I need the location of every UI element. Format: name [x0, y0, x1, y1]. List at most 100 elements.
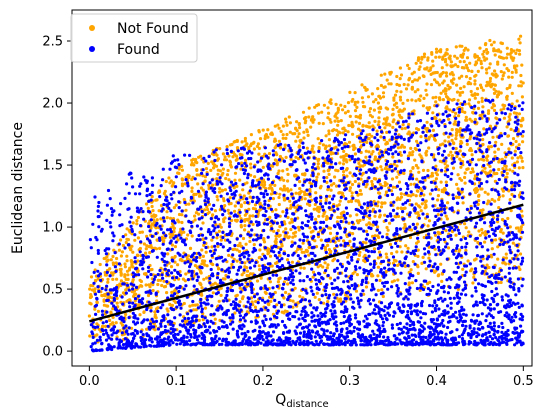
point-not-found — [496, 62, 500, 66]
point-not-found — [365, 140, 369, 144]
point-not-found — [273, 183, 277, 187]
point-not-found — [434, 164, 438, 168]
point-found — [164, 234, 168, 238]
point-found — [420, 225, 424, 229]
point-not-found — [494, 238, 498, 242]
point-not-found — [409, 182, 413, 186]
point-found — [382, 335, 386, 339]
point-found — [138, 192, 142, 196]
point-found — [228, 221, 232, 225]
point-found — [488, 303, 492, 307]
point-not-found — [506, 134, 511, 138]
point-found — [314, 200, 319, 204]
point-not-found — [416, 254, 420, 258]
point-not-found — [376, 101, 380, 105]
point-not-found — [519, 227, 523, 232]
point-found — [427, 232, 431, 236]
point-found — [309, 303, 313, 307]
point-not-found — [238, 286, 242, 290]
point-not-found — [410, 281, 414, 285]
point-found — [475, 236, 479, 240]
point-found — [106, 188, 111, 193]
point-found — [436, 240, 440, 244]
point-found — [411, 112, 415, 116]
point-found — [231, 327, 235, 331]
point-found — [219, 204, 224, 208]
point-not-found — [217, 229, 221, 233]
point-not-found — [347, 200, 351, 204]
point-found — [369, 343, 373, 347]
point-found — [301, 287, 305, 291]
point-found — [390, 326, 395, 330]
point-found — [233, 303, 237, 307]
point-not-found — [436, 274, 440, 278]
point-found — [263, 314, 267, 318]
point-not-found — [360, 83, 364, 87]
point-not-found — [372, 100, 376, 104]
point-not-found — [431, 59, 435, 63]
point-found — [309, 285, 313, 289]
point-found — [368, 155, 372, 159]
point-found — [430, 124, 434, 128]
point-not-found — [410, 87, 414, 91]
point-not-found — [440, 72, 444, 76]
point-found — [234, 165, 238, 169]
point-found — [358, 266, 362, 270]
point-found — [322, 164, 326, 168]
point-not-found — [316, 166, 321, 170]
point-not-found — [319, 238, 323, 242]
point-found — [420, 299, 424, 304]
point-found — [335, 329, 339, 333]
point-found — [227, 224, 232, 229]
point-not-found — [493, 155, 497, 159]
point-found — [484, 236, 488, 240]
point-not-found — [332, 236, 336, 240]
point-not-found — [201, 318, 205, 322]
point-found — [299, 155, 303, 159]
point-not-found — [417, 67, 421, 71]
point-not-found — [399, 73, 404, 77]
point-not-found — [248, 195, 252, 199]
point-found — [236, 149, 240, 153]
point-found — [249, 302, 253, 306]
point-not-found — [115, 256, 119, 261]
point-found — [401, 210, 405, 214]
point-found — [433, 133, 437, 137]
point-found — [374, 202, 378, 206]
point-not-found — [465, 56, 470, 60]
point-found — [246, 172, 250, 177]
point-found — [127, 301, 131, 305]
point-not-found — [347, 123, 351, 128]
point-not-found — [476, 106, 481, 110]
point-found — [502, 169, 506, 173]
point-not-found — [411, 150, 415, 154]
point-found — [387, 188, 391, 192]
point-not-found — [274, 234, 278, 238]
point-not-found — [332, 128, 336, 132]
point-not-found — [477, 229, 481, 233]
point-not-found — [177, 212, 182, 217]
point-not-found — [336, 123, 340, 127]
point-not-found — [309, 125, 313, 129]
point-found — [298, 322, 302, 326]
point-found — [185, 335, 189, 339]
point-found — [336, 140, 341, 144]
point-not-found — [218, 190, 222, 194]
point-found — [133, 297, 138, 301]
point-not-found — [319, 263, 323, 268]
point-not-found — [340, 211, 345, 215]
point-not-found — [514, 139, 518, 144]
point-not-found — [336, 119, 340, 123]
point-not-found — [327, 129, 331, 133]
point-found — [417, 148, 421, 152]
point-not-found — [505, 97, 509, 101]
point-not-found — [108, 318, 112, 322]
point-found — [492, 321, 496, 325]
point-not-found — [392, 96, 396, 100]
point-found — [215, 276, 220, 280]
point-found — [442, 237, 446, 242]
point-not-found — [368, 113, 372, 117]
point-found — [158, 268, 162, 273]
point-not-found — [460, 66, 464, 70]
point-not-found — [203, 306, 208, 310]
